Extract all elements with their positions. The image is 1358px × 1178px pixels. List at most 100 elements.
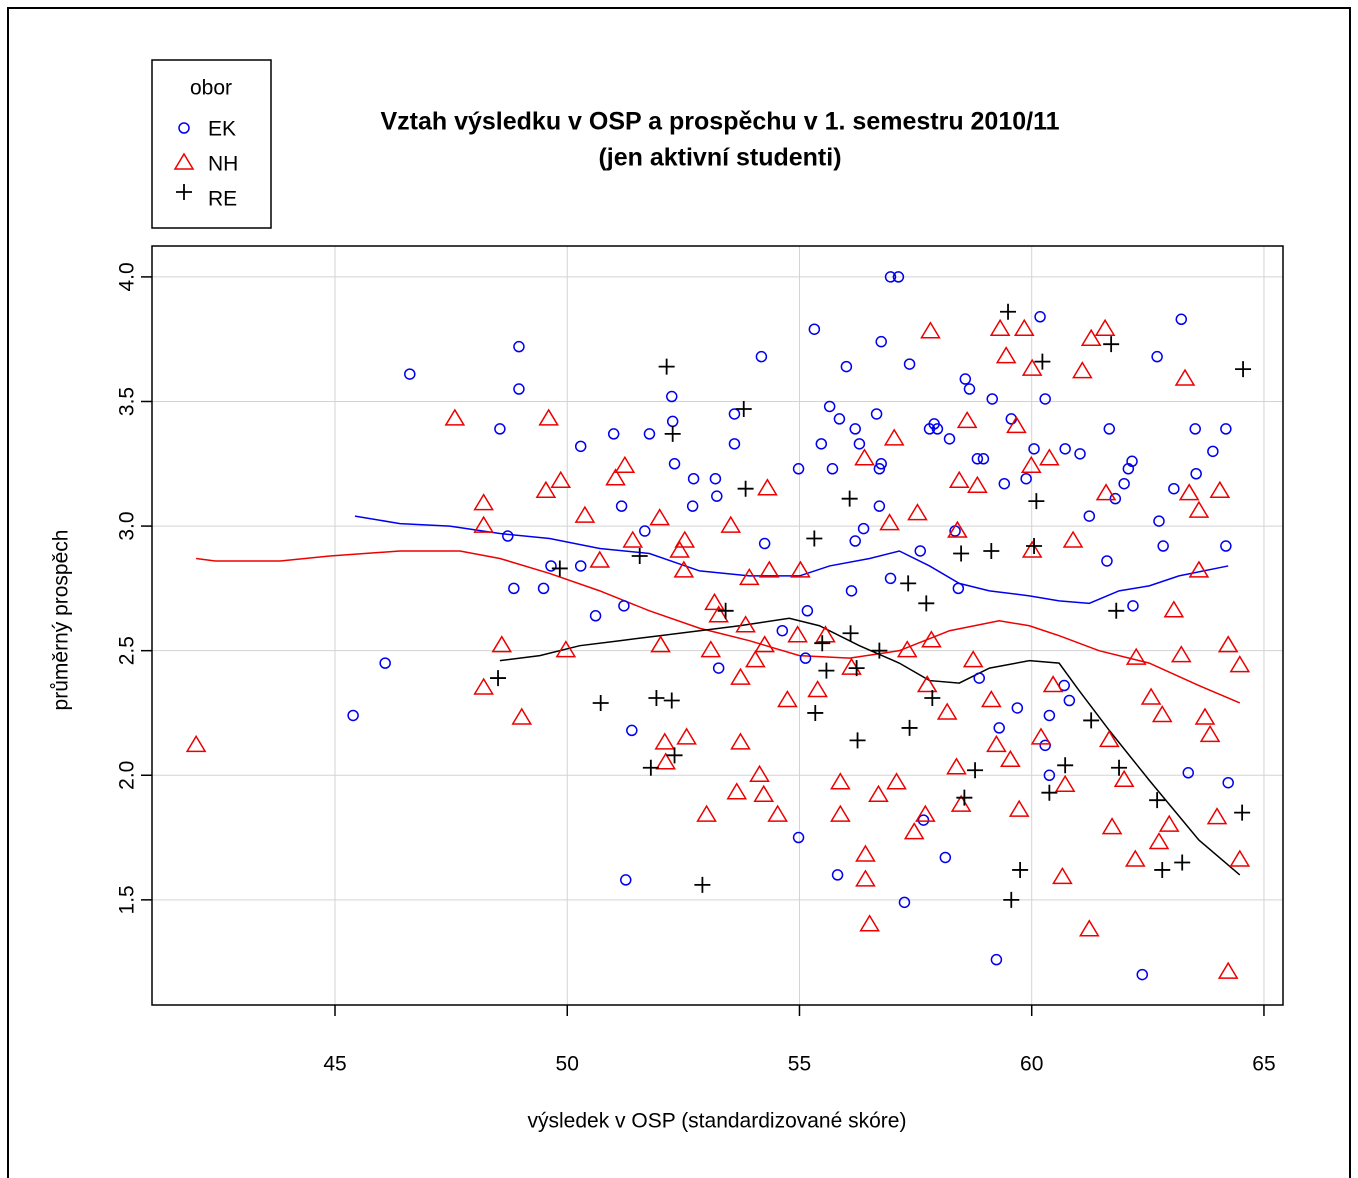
point (840, 360, 853, 373)
point (1127, 600, 1139, 612)
point (848, 660, 865, 677)
point (841, 657, 862, 675)
point (615, 500, 628, 512)
chart-title: Vztah výsledku v OSP a prospěchu v 1. se… (380, 108, 1059, 136)
point (903, 358, 916, 370)
point (1101, 817, 1123, 835)
point (849, 535, 861, 547)
point (643, 428, 656, 440)
y-tick-label: 4.0 (116, 262, 139, 291)
point (694, 876, 711, 893)
point (642, 759, 659, 776)
point (1012, 861, 1029, 878)
point (708, 605, 729, 623)
legend-marker (176, 184, 192, 200)
point (1108, 602, 1125, 619)
point (857, 522, 870, 535)
point (1109, 492, 1122, 505)
point (776, 624, 789, 637)
point (1074, 448, 1086, 460)
point (995, 346, 1017, 364)
point (1000, 303, 1017, 320)
point (754, 635, 775, 653)
point (676, 727, 697, 745)
legend-marker (178, 122, 190, 134)
page-border (7, 7, 1351, 1178)
point (666, 415, 679, 428)
point (801, 605, 814, 617)
chart-subtitle: (jen aktivní studenti) (598, 144, 841, 172)
point (745, 650, 766, 668)
point (1083, 712, 1100, 729)
point (607, 428, 620, 440)
point (808, 323, 821, 335)
point (555, 640, 577, 658)
point (956, 789, 973, 806)
x-tick-label: 60 (1020, 1053, 1043, 1076)
point (726, 782, 748, 800)
point (1229, 655, 1251, 673)
point (1094, 318, 1116, 336)
point (1174, 368, 1196, 386)
point (948, 470, 970, 488)
point (959, 373, 972, 385)
point (473, 677, 494, 695)
point (792, 463, 805, 475)
point (728, 438, 741, 450)
point (709, 472, 722, 485)
point (962, 650, 984, 668)
legend-label: EK (208, 118, 236, 141)
point (903, 822, 925, 840)
point (674, 530, 696, 548)
point (749, 764, 770, 783)
point (1222, 776, 1234, 789)
point (879, 513, 900, 531)
point (896, 640, 918, 658)
point (473, 493, 494, 511)
point (990, 953, 1003, 966)
point (686, 500, 699, 512)
point (1020, 472, 1032, 485)
point (901, 719, 918, 736)
point (711, 490, 723, 502)
point (712, 662, 725, 674)
point (535, 480, 557, 498)
point (545, 560, 557, 572)
point (871, 642, 888, 659)
y-tick-label: 2.5 (116, 636, 139, 665)
point (592, 694, 609, 711)
point (185, 734, 207, 753)
point (1059, 443, 1071, 455)
point (1229, 849, 1251, 867)
point (884, 572, 897, 585)
point (753, 784, 775, 802)
point (347, 709, 359, 722)
point (790, 560, 811, 578)
point (963, 383, 976, 395)
point (655, 752, 677, 770)
point (1206, 807, 1228, 825)
point (1020, 455, 1042, 474)
x-tick-label: 65 (1252, 1053, 1275, 1076)
points (185, 271, 1252, 981)
point (574, 560, 587, 572)
point (1190, 467, 1202, 480)
point (956, 410, 978, 429)
point (444, 408, 466, 426)
point (986, 393, 998, 405)
point (823, 400, 836, 413)
point (1063, 694, 1076, 707)
point (1026, 538, 1043, 555)
point (1220, 423, 1232, 435)
point (989, 318, 1011, 336)
point (814, 635, 831, 652)
point (1174, 854, 1191, 871)
point (1034, 311, 1046, 323)
point (967, 762, 984, 779)
point (1188, 560, 1210, 578)
point (663, 692, 680, 709)
legend-marker (173, 152, 195, 170)
point (1111, 759, 1128, 776)
point (1235, 361, 1252, 378)
point (946, 757, 967, 775)
